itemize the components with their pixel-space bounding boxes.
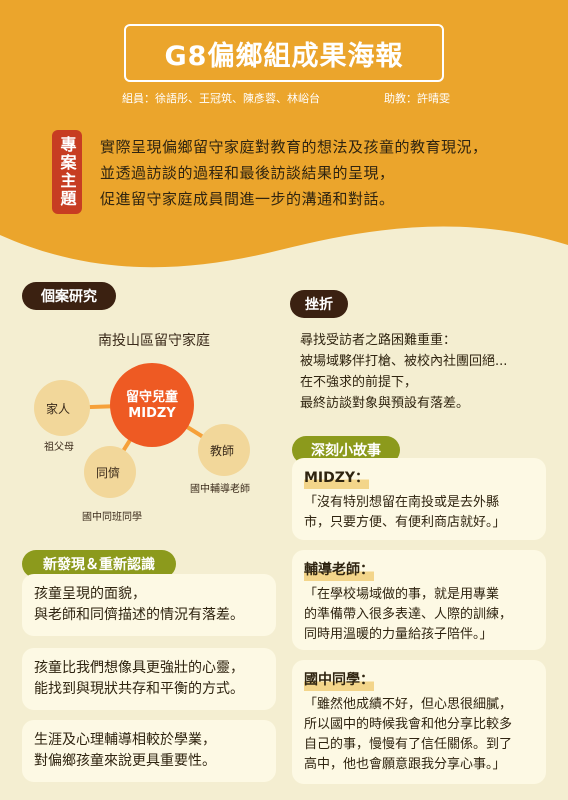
story-line: 「沒有特別想留在南投或是去外縣 xyxy=(304,495,500,510)
setback-line: 最終訪談對象與預設有落差。 xyxy=(300,396,470,411)
story-card-counselor: 輔導老師： 「在學校場域做的事，就是用專業 的準備帶入很多表達、人際的訓練， 同… xyxy=(292,550,546,650)
story-line: 的準備帶入很多表達、人際的訓練， xyxy=(304,607,513,622)
story-line: 市，只要方便、有便利商店就好。」 xyxy=(304,515,506,530)
family-sub-label: 祖父母 xyxy=(44,442,74,453)
peer-node-label: 同儕 xyxy=(96,466,121,480)
finding-line: 孩童比我們想像具更強壯的心靈， xyxy=(34,660,244,676)
members-text: 組員：徐語彤、王冠筑、陳彥蓉、林峪台 xyxy=(122,92,320,105)
setback-heading: 挫折 xyxy=(290,290,348,318)
theme-line: 促進留守家庭成員間進一步的溝通和對話。 xyxy=(100,190,395,208)
story-line: 所以國中的時候我會和他分享比較多 xyxy=(304,717,513,732)
child-node xyxy=(110,363,194,447)
finding-line: 與老師和同儕描述的情況有落差。 xyxy=(34,607,244,623)
finding-line: 孩童呈現的面貌， xyxy=(34,586,146,602)
story-speaker: MIDZY： xyxy=(304,468,370,489)
story-line: 同時用溫暖的力量給孩子陪伴。」 xyxy=(304,627,493,642)
child-node-name: MIDZY xyxy=(128,406,176,421)
relationship-diagram: 留守兒童 MIDZY 家人 祖父母 同儕 國中同班同學 教師 國中輔導老師 xyxy=(0,350,290,530)
header-wave xyxy=(0,226,568,285)
finding-card: 孩童呈現的面貌， 與老師和同儕描述的情況有落差。 xyxy=(22,574,276,636)
theme-line: 實際呈現偏鄉留守家庭對教育的想法及孩童的教育現況， xyxy=(100,138,488,156)
family-node xyxy=(34,380,90,436)
case-study-heading: 個案研究 xyxy=(22,282,116,310)
teacher-node xyxy=(198,424,250,476)
finding-card: 孩童比我們想像具更強壯的心靈， 能找到與現狀共存和平衡的方式。 xyxy=(22,648,276,710)
teacher-node-label: 教師 xyxy=(210,444,235,458)
story-line: 自己的事，慢慢有了信任關係。到了 xyxy=(304,737,513,752)
setback-line: 尋找受訪者之路困難重重： xyxy=(300,333,457,348)
story-line: 「雖然他成績不好，但心思很細膩， xyxy=(304,697,513,712)
peer-node xyxy=(84,446,136,498)
advisor-text: 助教：許晴雯 xyxy=(384,92,450,105)
finding-card: 生涯及心理輔導相較於學業， 對偏鄉孩童來說更具重要性。 xyxy=(22,720,276,782)
story-line: 「在學校場域做的事，就是用專業 xyxy=(304,587,500,602)
story-card-midzy: MIDZY： 「沒有特別想留在南投或是去外縣 市，只要方便、有便利商店就好。」 xyxy=(292,458,546,540)
poster-title: G8偏鄉組成果海報 xyxy=(164,40,404,72)
finding-line: 對偏鄉孩童來說更具重要性。 xyxy=(34,753,216,769)
story-line: 高中，他也會願意跟我分享心事。」 xyxy=(304,757,506,772)
theme-text: 實際呈現偏鄉留守家庭對教育的想法及孩童的教育現況， 並透過訪談的過程和最後訪談結… xyxy=(100,134,550,212)
child-node-label: 留守兒童 xyxy=(125,390,178,405)
story-card-classmate: 國中同學： 「雖然他成績不好，但心思很細膩， 所以國中的時候我會和他分享比較多 … xyxy=(292,660,546,784)
theme-tag: 專案主題 xyxy=(52,130,82,214)
teacher-sub-label: 國中輔導老師 xyxy=(190,484,250,495)
peer-sub-label: 國中同班同學 xyxy=(82,512,142,523)
setback-line: 被場域夥伴打槍、被校內社團回絕... xyxy=(300,354,508,369)
setback-text: 尋找受訪者之路困難重重： 被場域夥伴打槍、被校內社團回絕... 在不強求的前提下… xyxy=(300,330,558,414)
theme-line: 並透過訪談的過程和最後訪談結果的呈現， xyxy=(100,164,395,182)
findings-heading: 新發現＆重新認識 xyxy=(22,550,176,578)
case-study-subtitle: 南投山區留守家庭 xyxy=(98,333,210,349)
family-node-label: 家人 xyxy=(46,402,71,416)
finding-line: 能找到與現狀共存和平衡的方式。 xyxy=(34,681,244,697)
story-speaker: 輔導老師： xyxy=(304,560,374,581)
finding-line: 生涯及心理輔導相較於學業， xyxy=(34,732,216,748)
setback-line: 在不強求的前提下， xyxy=(300,375,418,390)
story-speaker: 國中同學： xyxy=(304,670,374,691)
poster-title-box: G8偏鄉組成果海報 xyxy=(124,24,444,82)
diagram-graphics xyxy=(34,363,250,498)
